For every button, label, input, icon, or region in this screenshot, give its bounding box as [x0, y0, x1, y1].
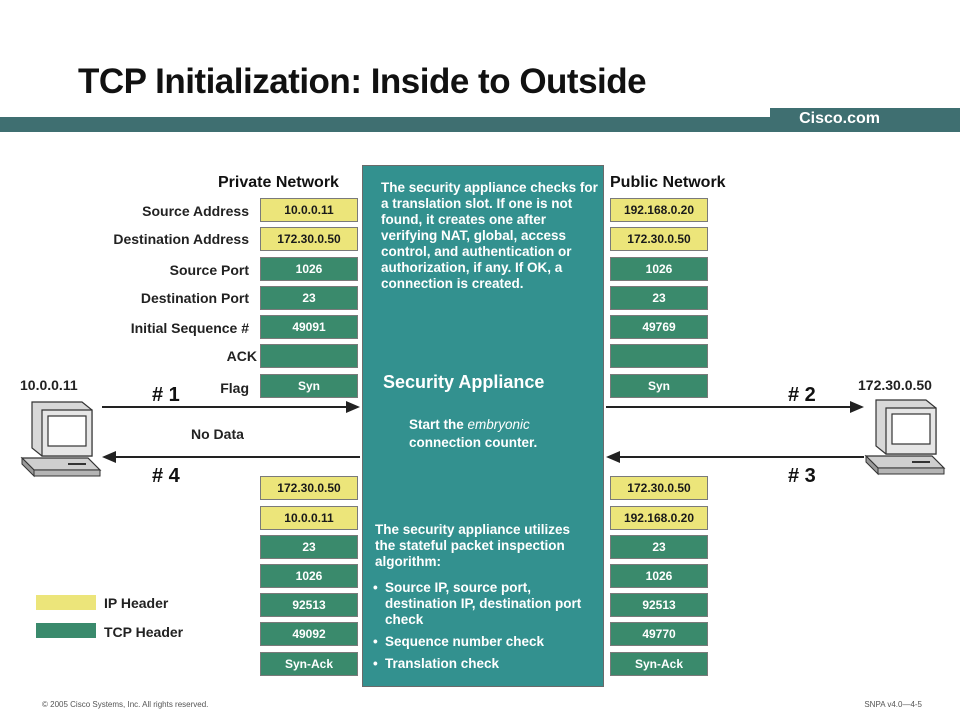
private-syn-destination-port: 23 [260, 286, 358, 310]
legend-tcp-label: TCP Header [104, 624, 184, 640]
step-2-label: # 2 [788, 384, 816, 406]
legend-ip-swatch [36, 595, 96, 610]
brand-label: Cisco.com [799, 110, 880, 127]
public-syn-ack [610, 344, 708, 368]
private-synack-flag: Syn-Ack [260, 652, 358, 676]
private-synack-source-address: 172.30.0.50 [260, 476, 358, 500]
private-syn-destination-address: 172.30.0.50 [260, 227, 358, 251]
private-syn-flag: Syn [260, 374, 358, 398]
security-appliance-panel: The security appliance checks for a tran… [362, 165, 604, 687]
arrow-step-2 [606, 401, 864, 413]
private-synack-sequence: 92513 [260, 593, 358, 617]
counter-text-start: Start the [409, 417, 468, 432]
inside-computer-icon [20, 401, 102, 478]
check-item-sequence: Sequence number check [373, 634, 593, 650]
label-source-address: Source Address [142, 203, 249, 219]
public-synack-destination-address: 192.168.0.20 [610, 506, 708, 530]
inside-host-address: 10.0.0.11 [20, 377, 78, 393]
arrow-step-4 [102, 451, 360, 463]
footer-course-id: SNPA v4.0—4-5 [864, 700, 922, 709]
public-synack-source-port: 23 [610, 535, 708, 559]
public-syn-flag: Syn [610, 374, 708, 398]
public-syn-source-address: 192.168.0.20 [610, 198, 708, 222]
check-item-ports: Source IP, source port, destination IP, … [373, 580, 593, 628]
public-syn-destination-address: 172.30.0.50 [610, 227, 708, 251]
public-syn-destination-port: 23 [610, 286, 708, 310]
appliance-title: Security Appliance [383, 372, 545, 392]
public-synack-flag: Syn-Ack [610, 652, 708, 676]
private-synack-destination-port: 1026 [260, 564, 358, 588]
private-synack-destination-address: 10.0.0.11 [260, 506, 358, 530]
private-synack-ack: 49092 [260, 622, 358, 646]
public-network-label: Public Network [610, 174, 726, 191]
brand-bar [770, 108, 960, 132]
public-synack-ack: 49770 [610, 622, 708, 646]
public-synack-destination-port: 1026 [610, 564, 708, 588]
legend-tcp-swatch [36, 623, 96, 638]
public-synack-source-address: 172.30.0.50 [610, 476, 708, 500]
step-3-label: # 3 [788, 465, 816, 487]
label-flag: Flag [220, 380, 249, 396]
private-network-label: Private Network [218, 174, 339, 191]
label-ack: ACK [226, 348, 257, 364]
footer-copyright: © 2005 Cisco Systems, Inc. All rights re… [42, 700, 209, 709]
public-synack-sequence: 92513 [610, 593, 708, 617]
step-1-label: # 1 [152, 384, 180, 406]
label-destination-port: Destination Port [140, 290, 249, 306]
slide-title: TCP Initialization: Inside to Outside [78, 62, 647, 101]
private-syn-sequence: 49091 [260, 315, 358, 339]
label-source-port: Source Port [169, 262, 249, 278]
private-synack-source-port: 23 [260, 535, 358, 559]
private-syn-source-address: 10.0.0.11 [260, 198, 358, 222]
outside-host-address: 172.30.0.50 [858, 377, 932, 393]
step-4-label: # 4 [152, 465, 180, 487]
arrow-step-3 [606, 451, 864, 463]
label-destination-address: Destination Address [113, 231, 249, 247]
arrow-step-1 [102, 401, 360, 413]
title-bar [0, 117, 960, 132]
legend-ip-label: IP Header [104, 595, 169, 611]
private-syn-ack [260, 344, 358, 368]
public-syn-sequence: 49769 [610, 315, 708, 339]
private-syn-source-port: 1026 [260, 257, 358, 281]
public-syn-source-port: 1026 [610, 257, 708, 281]
label-initial-sequence: Initial Sequence # [130, 320, 249, 336]
no-data-label: No Data [191, 426, 244, 442]
check-item-translation: Translation check [373, 656, 593, 672]
appliance-translation-text: The security appliance checks for a tran… [381, 180, 598, 291]
appliance-counter-line2: connection counter. [409, 435, 538, 450]
appliance-inspection-intro: The security appliance utilizes the stat… [375, 522, 571, 569]
outside-computer-icon [864, 399, 946, 476]
inspection-check-list: Source IP, source port, destination IP, … [373, 580, 593, 678]
appliance-counter-line1: Start the embryonic [409, 417, 530, 433]
counter-text-emphasis: embryonic [467, 417, 530, 432]
